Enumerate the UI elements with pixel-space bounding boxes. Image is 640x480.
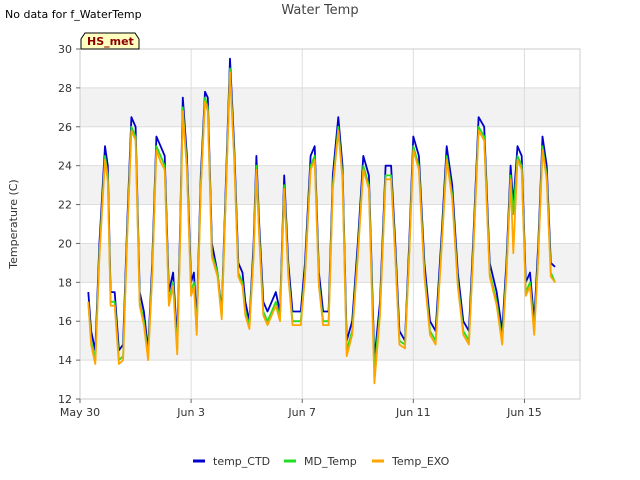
legend-label-temp_CTD: temp_CTD — [213, 455, 270, 468]
y-tick-label: 28 — [58, 82, 72, 95]
grid-band — [80, 165, 580, 205]
legend: temp_CTD MD_Temp Temp_EXO — [193, 455, 450, 468]
x-tick-label: Jun 7 — [287, 406, 316, 419]
y-tick-label: 20 — [58, 237, 72, 250]
y-tick-label: 22 — [58, 199, 72, 212]
x-tick-label: Jun 15 — [506, 406, 542, 419]
y-axis-label: Temperature (C) — [7, 179, 20, 269]
grid-band — [80, 87, 580, 127]
x-tick-label: Jun 11 — [395, 406, 431, 419]
x-tick-label: Jun 3 — [176, 406, 205, 419]
y-tick-label: 16 — [58, 315, 72, 328]
x-tick-label: May 30 — [60, 406, 100, 419]
series-line-Temp_EXO — [87, 71, 556, 385]
y-tick-label: 14 — [58, 354, 72, 367]
hs-met-annotation: HS_met — [80, 32, 140, 50]
legend-label-Temp_EXO: Temp_EXO — [391, 455, 450, 468]
y-tick-label: 12 — [58, 393, 72, 406]
y-tick-label: 26 — [58, 121, 72, 134]
legend-label-MD_Temp: MD_Temp — [304, 455, 357, 468]
y-tick-label: 24 — [58, 160, 72, 173]
plot-area — [79, 48, 581, 400]
chart-title: Water Temp — [281, 3, 359, 18]
no-data-note: No data for f_WaterTemp — [5, 8, 142, 21]
y-tick-label: 18 — [58, 276, 72, 289]
y-tick-label: 30 — [58, 43, 72, 56]
annotation-label: HS_met — [87, 35, 134, 48]
grid-band — [80, 321, 580, 361]
